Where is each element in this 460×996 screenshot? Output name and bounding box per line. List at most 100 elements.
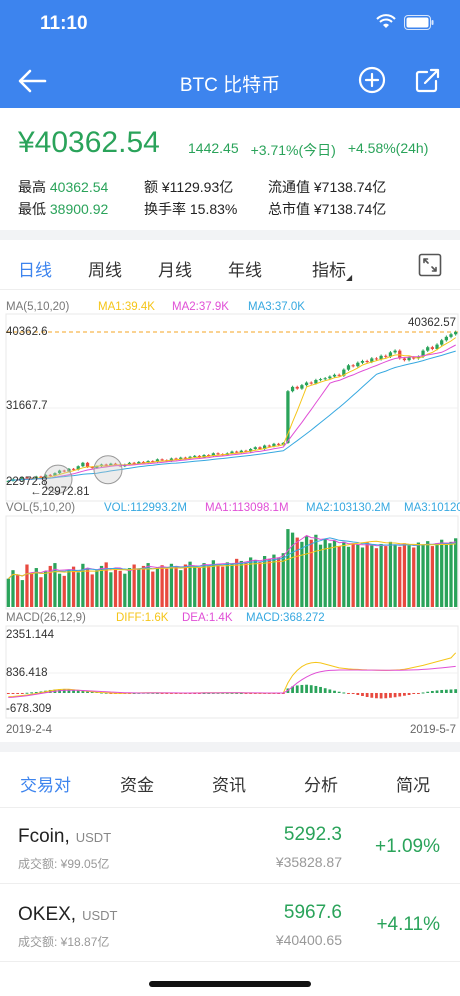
candle	[249, 448, 253, 452]
candle	[235, 451, 239, 453]
change-abs: 1442.45	[188, 140, 239, 156]
volume-bar	[141, 565, 146, 607]
macd-top-label: 2351.144	[6, 629, 54, 641]
turnover-value: 15.83%	[189, 201, 238, 217]
candle	[272, 443, 276, 447]
quote-currency: USDT	[82, 908, 118, 923]
volume-bar	[202, 563, 206, 607]
volume-bar	[318, 544, 323, 607]
macd-bar	[20, 692, 24, 694]
x-start-label: 2019-2-4	[6, 724, 53, 736]
candle	[137, 461, 141, 464]
volume-bar	[95, 570, 99, 607]
exchange-row[interactable]: Fcoin, USDT 成交额: ¥99.05亿 5292.3 ¥35828.87…	[0, 808, 460, 884]
volume-bar	[379, 543, 383, 607]
volume-bar	[249, 557, 253, 607]
macd-bar	[30, 692, 34, 694]
tab-funds[interactable]: 资金	[120, 776, 154, 795]
tab-day[interactable]: 日线	[18, 261, 52, 280]
kline-chart[interactable]: MA(5,10,20) MA1:39.4K MA2:37.9K MA3:37.0…	[0, 296, 460, 740]
tab-month[interactable]: 月线	[158, 261, 192, 280]
tab-year[interactable]: 年线	[228, 261, 262, 280]
change-today: +3.71%(今日)	[250, 142, 336, 158]
volume-bar	[211, 560, 215, 607]
volume-bar	[179, 570, 183, 607]
candle	[365, 361, 369, 363]
macd-pane-frame	[5, 625, 459, 719]
volume-bar	[67, 569, 71, 607]
candle	[374, 358, 379, 360]
candle	[155, 459, 160, 462]
macd-bar	[440, 689, 444, 693]
macd-bar	[342, 692, 346, 694]
candle	[53, 473, 57, 476]
candle	[104, 464, 108, 466]
macd-mid-label: 836.418	[6, 667, 48, 679]
macd-bar	[309, 685, 313, 693]
candle	[300, 385, 304, 389]
volume-bar	[53, 563, 57, 607]
candle	[141, 461, 146, 463]
tab-week[interactable]: 周线	[88, 261, 122, 280]
exchange-volume: 成交额: ¥99.05亿	[18, 857, 110, 871]
app-header: 11:10 BTC 比特币	[0, 0, 460, 108]
volume-bar	[43, 571, 48, 607]
macd-legend: MACD:368.272	[246, 612, 325, 624]
add-watchlist-icon[interactable]	[358, 66, 386, 94]
current-price: ¥40362.54	[18, 126, 160, 159]
exchange-name: Fcoin, USDT	[18, 826, 112, 847]
macd-bar	[351, 692, 355, 694]
macd-bar	[319, 686, 322, 693]
candle	[328, 376, 332, 379]
candle	[71, 468, 76, 470]
candle	[435, 344, 439, 349]
fullscreen-icon[interactable]	[418, 253, 442, 277]
candle	[244, 450, 248, 452]
status-icons	[376, 14, 434, 30]
macd-bar	[347, 692, 350, 694]
low-value: 38900.92	[49, 201, 109, 217]
macd-bar	[337, 691, 341, 693]
volume-bar	[258, 562, 262, 607]
candle	[323, 378, 327, 380]
tab-news[interactable]: 资讯	[212, 776, 246, 795]
tab-trading-pairs[interactable]: 交易对	[20, 776, 71, 795]
volume-bar	[221, 566, 225, 607]
macd-bar	[239, 692, 243, 694]
candle	[332, 374, 337, 377]
volume-bar	[113, 568, 118, 607]
candle	[6, 480, 10, 483]
macd-bar	[361, 692, 364, 696]
candle	[416, 356, 421, 359]
candle	[197, 455, 202, 458]
exchange-row[interactable]: OKEX, USDT 成交额: ¥18.87亿 5967.6 ¥40400.65 …	[0, 886, 460, 962]
tab-profile[interactable]: 简况	[396, 776, 430, 795]
change-24h: +4.58%(24h)	[347, 140, 429, 156]
volume-bar	[440, 539, 444, 607]
macd-bar	[235, 692, 239, 694]
volume-bar	[304, 536, 309, 607]
volume-bar	[360, 547, 365, 607]
back-arrow-icon[interactable]	[16, 64, 50, 98]
vol-ma1-legend: MA1:113098.1M	[205, 502, 289, 514]
exchange-price: 5292.3	[283, 824, 342, 845]
candle	[421, 350, 425, 357]
volume-bar	[165, 568, 169, 607]
candle	[337, 374, 341, 376]
tab-analysis[interactable]: 分析	[304, 776, 338, 795]
candle	[444, 336, 448, 341]
macd-bar	[356, 692, 360, 695]
mcap-value: ¥7138.74亿	[313, 201, 387, 217]
share-icon[interactable]	[414, 66, 442, 94]
tab-indicator[interactable]: 指标◢	[312, 261, 353, 282]
candle	[276, 443, 281, 445]
amount-label: 额	[144, 179, 158, 195]
volume-bar	[290, 532, 295, 607]
candle	[454, 332, 458, 335]
price-change-row: 1442.45 +3.71%(今日) +4.58%(24h)	[188, 140, 428, 160]
macd-bar	[379, 692, 383, 699]
candle	[76, 466, 80, 470]
candle	[48, 474, 52, 476]
candle	[151, 461, 155, 463]
candle	[393, 350, 397, 353]
